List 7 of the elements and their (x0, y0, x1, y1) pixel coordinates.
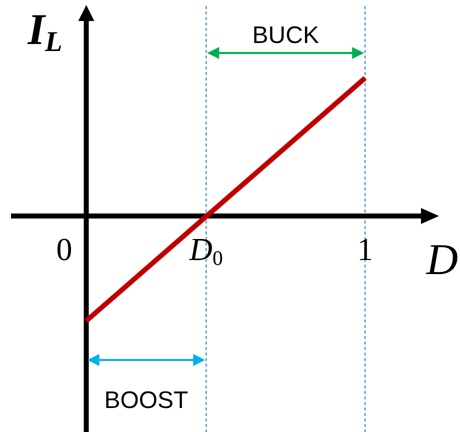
x-tick-label: 0 (56, 231, 72, 267)
text: BOOST (104, 387, 189, 414)
y-axis-title: I$_{L}$ (26, 5, 62, 58)
x-tick-label: D$_{0}$ (188, 231, 223, 270)
x-tick-label: 1 (357, 231, 374, 267)
text: BUCK (252, 22, 319, 49)
x-axis-title: D (425, 235, 458, 284)
